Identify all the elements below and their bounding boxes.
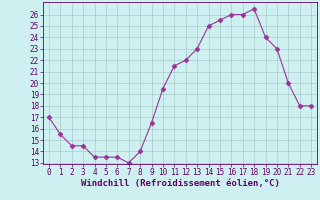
X-axis label: Windchill (Refroidissement éolien,°C): Windchill (Refroidissement éolien,°C) (81, 179, 279, 188)
